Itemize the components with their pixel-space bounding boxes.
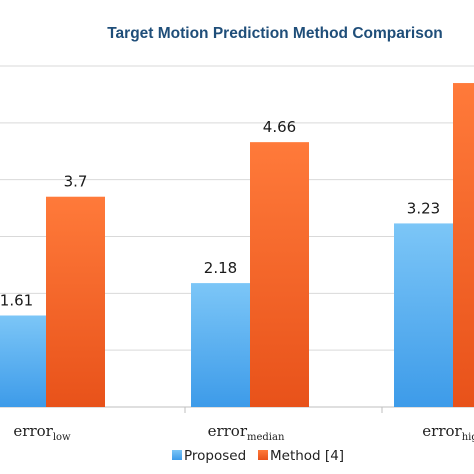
data-label: 3.7 [64,173,88,191]
bar-proposed [191,283,250,407]
data-label: 2.18 [204,259,237,277]
legend-label: Method [4] [270,448,344,464]
category-labels: errorlow errormedian errorhig [13,422,474,443]
legend: Proposed Method [4] [172,448,344,464]
legend-label: Proposed [184,448,246,464]
category-label: errorlow [13,422,71,443]
bar-method4 [46,196,105,407]
legend-swatch-method4 [258,450,268,460]
bar-method4 [453,83,474,408]
data-label: 1.61 [0,291,33,309]
category-label: errormedian [208,422,285,443]
legend-swatch-proposed [172,450,182,460]
bar-proposed [394,223,453,407]
category-label: errorhig [422,422,474,443]
bar-method4 [250,142,309,407]
data-label: 3.23 [407,199,440,217]
data-labels: 1.612.183.233.74.665 [0,118,440,309]
data-label: 4.66 [263,118,296,136]
bar-proposed [0,315,46,407]
bars [0,83,474,408]
chart-title: Target Motion Prediction Method Comparis… [107,25,443,42]
